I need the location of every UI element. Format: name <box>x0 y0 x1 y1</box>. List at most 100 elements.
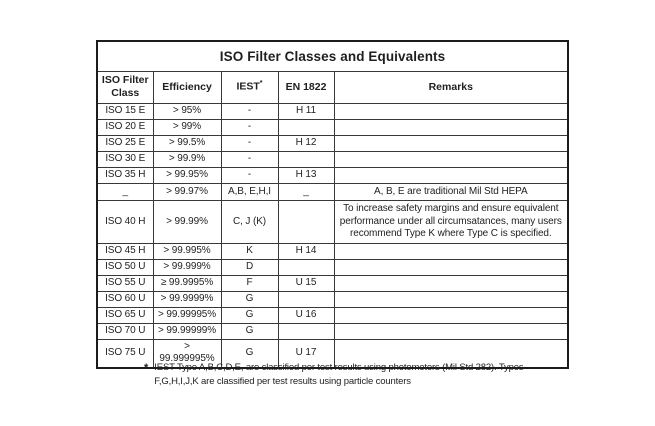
efficiency-cell: > 99.99995% <box>152 306 222 324</box>
iest-cell: C, J (K) <box>220 200 279 244</box>
iest-cell: - <box>220 134 279 152</box>
remarks-cell <box>333 134 569 152</box>
footnote-asterisk: * <box>144 362 149 374</box>
iso-filter-classes-table: ISO Filter Classes and Equivalents ISO F… <box>96 40 570 369</box>
iest-footnote-asterisk: * <box>259 80 263 88</box>
iest-cell: G <box>220 322 279 340</box>
iso-class-cell: ISO 65 U <box>96 306 154 324</box>
table-row: ISO 55 U ≥ 99.9995% F U 15 <box>96 274 569 292</box>
col-header-efficiency: Efficiency <box>152 70 222 104</box>
en1822-cell <box>277 200 335 244</box>
en1822-cell: _ <box>277 182 335 201</box>
iest-cell: - <box>220 150 279 168</box>
table-row: _ > 99.97% A,B, E,H,I _ A, B, E are trad… <box>96 182 569 201</box>
iest-cell: K <box>220 242 279 260</box>
iest-cell: G <box>220 290 279 308</box>
iest-cell: - <box>220 118 279 136</box>
table-row: ISO 25 E > 99.5% - H 12 <box>96 134 569 152</box>
remarks-cell <box>333 274 569 292</box>
en1822-cell: U 16 <box>277 306 335 324</box>
table-row: ISO 50 U > 99.999% D <box>96 258 569 276</box>
iest-cell: G <box>220 306 279 324</box>
table-head: ISO Filter Classes and Equivalents ISO F… <box>96 40 569 104</box>
iso-class-cell: ISO 15 E <box>96 102 154 120</box>
header-row: ISO Filter Class Efficiency IEST* EN 182… <box>96 70 569 104</box>
efficiency-cell: > 99.9999% <box>152 290 222 308</box>
iest-cell: - <box>220 102 279 120</box>
efficiency-cell: > 99.5% <box>152 134 222 152</box>
iso-class-cell: ISO 40 H <box>96 200 154 244</box>
col-header-iest: IEST* <box>220 70 279 104</box>
footnote-line: F,G,H,I,J,K are classified per test resu… <box>154 376 411 388</box>
iso-class-cell: ISO 45 H <box>96 242 154 260</box>
iso-class-cell: ISO 20 E <box>96 118 154 136</box>
iest-cell: F <box>220 274 279 292</box>
efficiency-cell: > 99.995% <box>152 242 222 260</box>
table-title: ISO Filter Classes and Equivalents <box>96 40 569 72</box>
iest-cell: A,B, E,H,I <box>220 182 279 201</box>
footnote-line: IEST Type A,B,C,D,E, are classified per … <box>154 362 524 373</box>
efficiency-cell: > 99.97% <box>152 182 222 201</box>
iso-class-cell: ISO 25 E <box>96 134 154 152</box>
efficiency-cell: > 99.99999% <box>152 322 222 340</box>
remarks-cell <box>333 102 569 120</box>
col-header-en1822: EN 1822 <box>277 70 335 104</box>
table-row: ISO 60 U > 99.9999% G <box>96 290 569 308</box>
col-header-remarks: Remarks <box>333 70 569 104</box>
footnote: * IEST Type A,B,C,D,E, are classified pe… <box>144 361 524 390</box>
table-body: ISO 15 E > 95% - H 11 ISO 20 E > 99% - I… <box>96 102 569 368</box>
remarks-cell <box>333 258 569 276</box>
en1822-cell <box>277 118 335 136</box>
iso-class-cell: ISO 70 U <box>96 322 154 340</box>
en1822-cell <box>277 322 335 340</box>
efficiency-cell: > 99.95% <box>152 166 222 184</box>
remarks-cell <box>333 338 569 368</box>
table-row: ISO 75 U > 99.999995% G U 17 <box>96 338 569 368</box>
table-row: ISO 65 U > 99.99995% G U 16 <box>96 306 569 324</box>
en1822-cell <box>277 150 335 168</box>
table-row: ISO 20 E > 99% - <box>96 118 569 136</box>
table-row: ISO 40 H > 99.99% C, J (K) To increase s… <box>96 200 569 244</box>
en1822-cell: H 12 <box>277 134 335 152</box>
en1822-cell: U 15 <box>277 274 335 292</box>
table-row: ISO 70 U > 99.99999% G <box>96 322 569 340</box>
remarks-cell <box>333 242 569 260</box>
iest-label: IEST <box>236 80 260 93</box>
iso-class-cell: ISO 60 U <box>96 290 154 308</box>
iso-class-cell: ISO 55 U <box>96 274 154 292</box>
en1822-cell: H 14 <box>277 242 335 260</box>
table-row: ISO 35 H > 99.95% - H 13 <box>96 166 569 184</box>
remarks-cell: To increase safety margins and ensure eq… <box>333 200 569 244</box>
table-row: ISO 15 E > 95% - H 11 <box>96 102 569 120</box>
efficiency-cell: ≥ 99.9995% <box>152 274 222 292</box>
efficiency-cell: > 99.999% <box>152 258 222 276</box>
iso-class-cell: _ <box>96 182 154 201</box>
iest-cell: D <box>220 258 279 276</box>
efficiency-cell: > 99% <box>152 118 222 136</box>
en1822-cell: H 13 <box>277 166 335 184</box>
en1822-cell: H 11 <box>277 102 335 120</box>
efficiency-cell: > 99.9% <box>152 150 222 168</box>
table-row: ISO 30 E > 99.9% - <box>96 150 569 168</box>
remarks-cell <box>333 290 569 308</box>
remarks-cell: A, B, E are traditional Mil Std HEPA <box>333 182 569 201</box>
remarks-cell <box>333 166 569 184</box>
footnote-text: IEST Type A,B,C,D,E, are classified per … <box>154 361 523 390</box>
remarks-cell <box>333 322 569 340</box>
iso-class-cell: ISO 35 H <box>96 166 154 184</box>
iso-class-cell: ISO 30 E <box>96 150 154 168</box>
remarks-cell <box>333 118 569 136</box>
iso-class-cell: ISO 75 U <box>96 338 154 368</box>
table-row: ISO 45 H > 99.995% K H 14 <box>96 242 569 260</box>
iest-cell: - <box>220 166 279 184</box>
title-row: ISO Filter Classes and Equivalents <box>96 40 569 72</box>
en1822-cell <box>277 290 335 308</box>
remarks-cell <box>333 150 569 168</box>
remarks-cell <box>333 306 569 324</box>
efficiency-cell: > 95% <box>152 102 222 120</box>
col-header-iso-filter-class: ISO Filter Class <box>96 70 154 104</box>
efficiency-cell: > 99.99% <box>152 200 222 244</box>
en1822-cell <box>277 258 335 276</box>
iso-class-cell: ISO 50 U <box>96 258 154 276</box>
